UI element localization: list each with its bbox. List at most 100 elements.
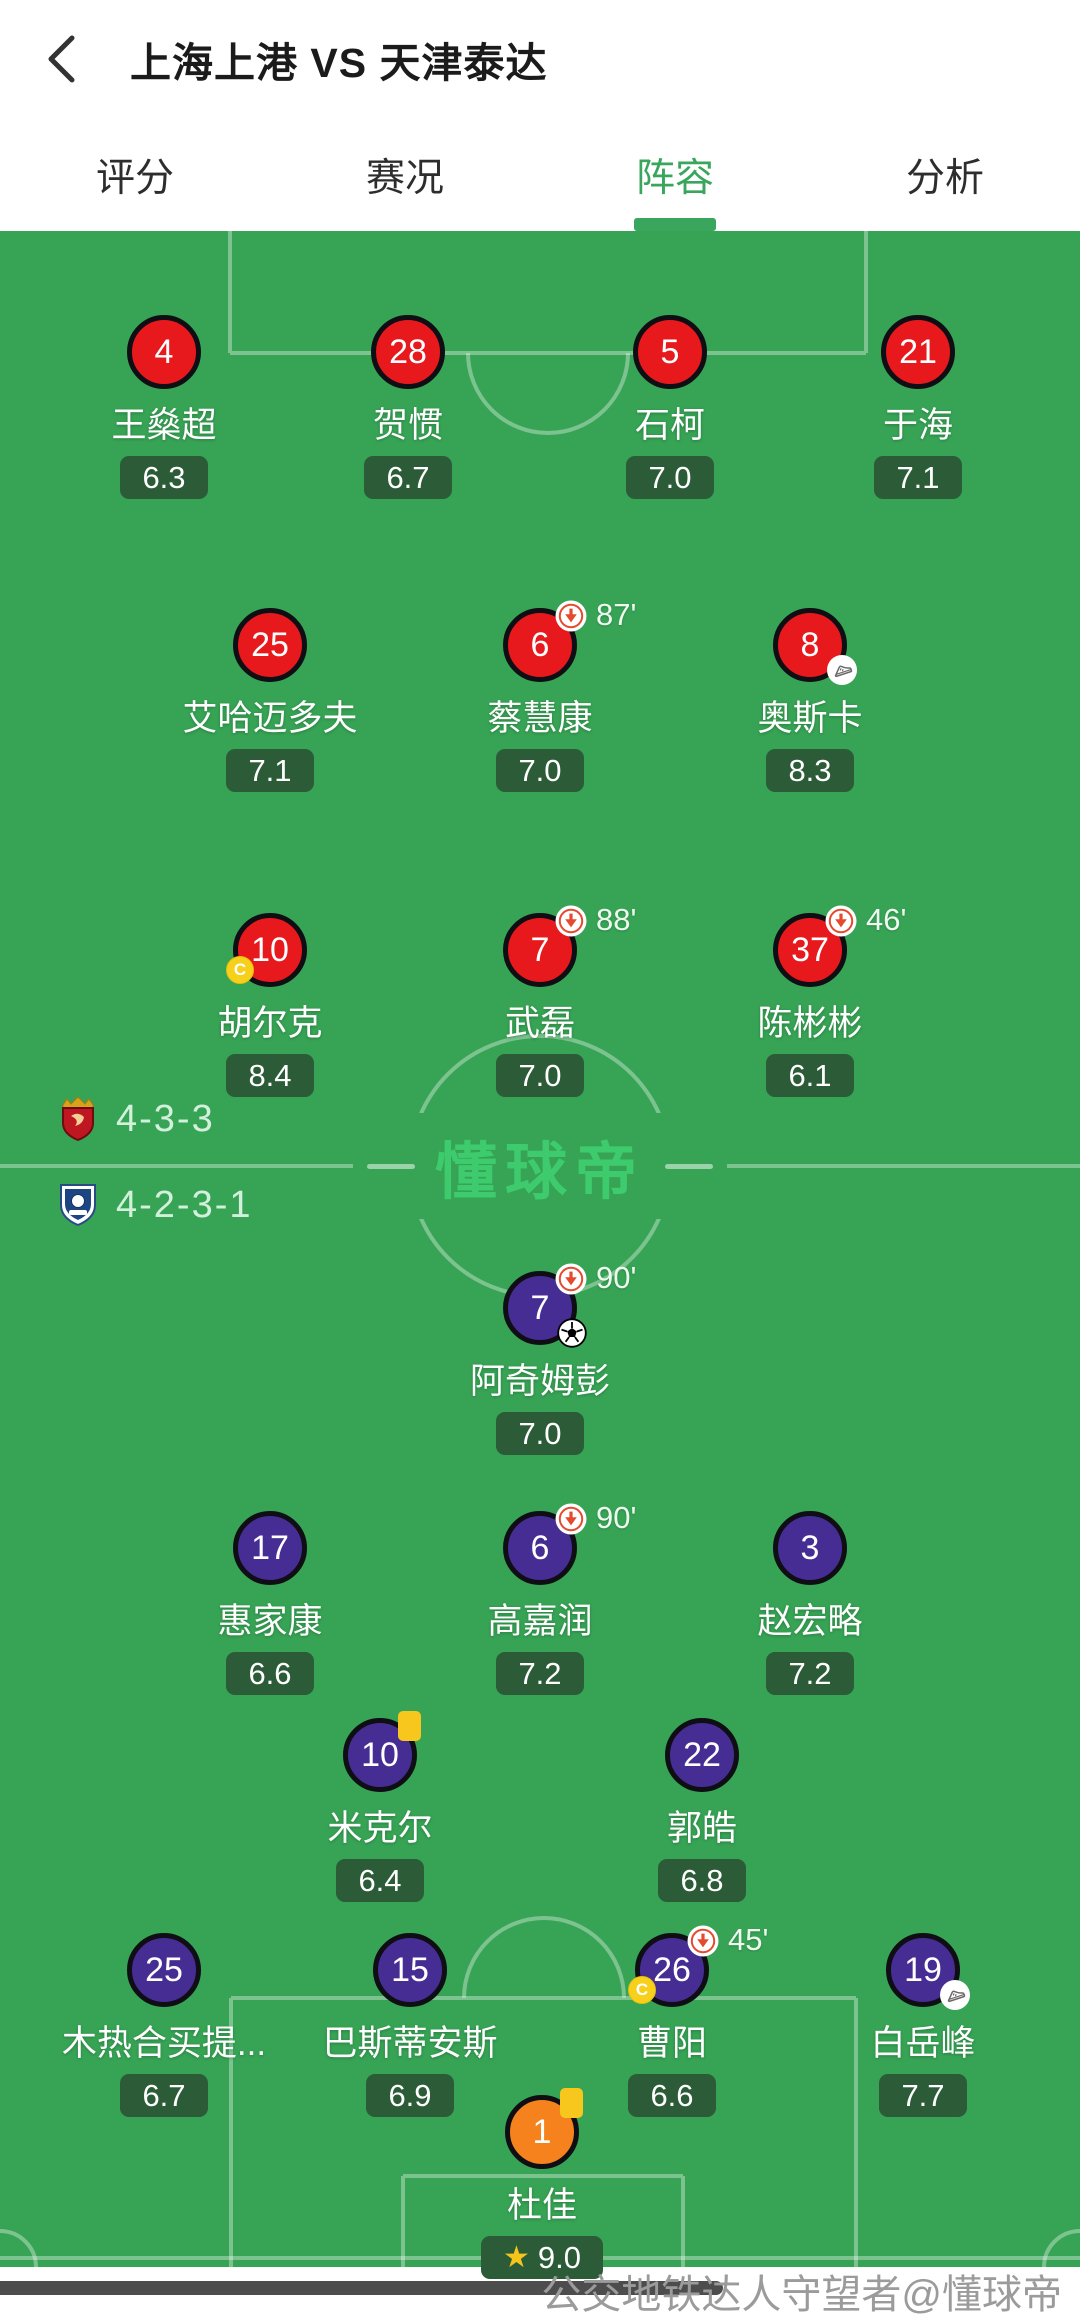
player-shirt-circle: 17 <box>233 1511 307 1585</box>
footer-watermark: 公交地铁达人守望者@懂球帝 <box>541 2273 1062 2317</box>
home-formation-label: 4-3-3 <box>116 1097 215 1140</box>
tab-analysis[interactable]: 分析 <box>810 118 1080 231</box>
player-rating-value: 7.0 <box>648 460 692 495</box>
player-rating-value: 7.0 <box>518 1058 562 1093</box>
player-胡尔克[interactable]: 10 C 胡尔克 8.4 <box>150 913 390 1097</box>
player-巴斯蒂安斯[interactable]: 15 巴斯蒂安斯 6.9 <box>290 1933 530 2117</box>
player-rating-value: 6.6 <box>248 1656 292 1691</box>
substitution-off-icon <box>825 905 857 937</box>
player-name: 石柯 <box>634 406 705 445</box>
player-曹阳[interactable]: 26 45' C 曹阳 6.6 <box>552 1922 792 2117</box>
substitution-minute: 90' <box>596 1500 637 1535</box>
tab-label: 评分 <box>95 156 174 200</box>
player-rating-value: 6.7 <box>386 460 430 495</box>
watermark-dash <box>366 1163 415 1169</box>
player-rating-value: 8.3 <box>788 753 832 788</box>
player-rating-value: 7.0 <box>518 753 562 788</box>
player-rating-value: 7.1 <box>248 753 292 788</box>
tab-lineup[interactable]: 阵容 <box>540 118 810 231</box>
player-石柯[interactable]: 5 石柯 7.0 <box>550 315 790 499</box>
player-rating-badge: 6.9 <box>366 2074 454 2117</box>
player-rating-badge: 7.0 <box>496 1412 584 1455</box>
player-白岳峰[interactable]: 19 白岳峰 7.7 <box>803 1933 1043 2117</box>
back-icon[interactable] <box>44 34 78 84</box>
player-rating-badge: 7.1 <box>874 456 962 499</box>
assist-icon <box>827 655 857 685</box>
player-shirt-circle: 19 <box>886 1933 970 2010</box>
player-shirt-circle: 25 <box>127 1933 201 2007</box>
player-rating-badge: 8.4 <box>226 1054 314 1097</box>
player-shirt-circle: 3 <box>773 1511 847 1585</box>
player-number: 1 <box>532 2113 552 2151</box>
player-蔡慧康[interactable]: 6 87' 蔡慧康 7.0 <box>420 597 660 792</box>
player-陈彬彬[interactable]: 37 46' 陈彬彬 6.1 <box>690 902 930 1097</box>
watermark-dash <box>665 1163 714 1169</box>
player-number: 10 <box>251 931 289 969</box>
substitution-off-icon <box>555 1503 587 1535</box>
player-rating-value: 7.2 <box>518 1656 562 1691</box>
player-rating-value: 6.7 <box>142 2078 186 2113</box>
player-number: 8 <box>800 626 820 664</box>
player-rating-value: 7.1 <box>896 460 940 495</box>
player-shirt-circle: 10 C <box>226 913 307 987</box>
player-王燊超[interactable]: 4 王燊超 6.3 <box>44 315 284 499</box>
player-name: 武磊 <box>504 1004 575 1043</box>
player-number: 22 <box>683 1736 721 1774</box>
substitution-off-icon <box>687 1925 719 1957</box>
home-formation-row: 4-3-3 <box>56 1095 215 1143</box>
player-name: 奥斯卡 <box>757 699 863 738</box>
player-number: 15 <box>391 1951 429 1989</box>
player-奥斯卡[interactable]: 8 奥斯卡 8.3 <box>690 608 930 792</box>
player-shirt-circle: 5 <box>633 315 707 389</box>
player-name: 赵宏略 <box>757 1602 863 1641</box>
player-name: 胡尔克 <box>217 1004 323 1043</box>
player-number: 3 <box>800 1529 820 1567</box>
player-number: 21 <box>899 333 937 371</box>
player-number: 7 <box>530 1289 550 1327</box>
player-贺惯[interactable]: 28 贺惯 6.7 <box>288 315 528 499</box>
player-赵宏略[interactable]: 3 赵宏略 7.2 <box>690 1511 930 1695</box>
player-武磊[interactable]: 7 88' 武磊 7.0 <box>420 902 660 1097</box>
yellow-card-icon <box>398 1711 421 1741</box>
active-tab-indicator <box>634 218 716 231</box>
player-rating-badge: 6.7 <box>364 456 452 499</box>
player-艾哈迈多夫[interactable]: 25 艾哈迈多夫 7.1 <box>150 608 390 792</box>
tab-label: 赛况 <box>365 156 444 200</box>
player-name: 艾哈迈多夫 <box>182 699 358 738</box>
player-rating-value: 8.4 <box>248 1058 292 1093</box>
player-rating-value: 6.9 <box>388 2078 432 2113</box>
away-team-crest <box>60 1184 96 1227</box>
player-name: 于海 <box>882 406 953 445</box>
tab-rating[interactable]: 评分 <box>0 118 270 231</box>
player-shirt-circle: 15 <box>373 1933 447 2007</box>
yellow-card-icon <box>560 2088 583 2118</box>
player-阿奇姆彭[interactable]: 7 90' 阿奇姆彭 7.0 <box>420 1260 660 1455</box>
assist-icon <box>940 1980 970 2010</box>
player-name: 王燊超 <box>111 406 217 445</box>
player-number: 6 <box>530 626 550 664</box>
player-郭皓[interactable]: 22 郭皓 6.8 <box>582 1718 822 1902</box>
player-高嘉润[interactable]: 6 90' 高嘉润 7.2 <box>420 1500 660 1695</box>
player-木热合买提...[interactable]: 25 木热合买提... 6.7 <box>44 1933 284 2117</box>
player-惠家康[interactable]: 17 惠家康 6.6 <box>150 1511 390 1695</box>
player-shirt-circle: 10 <box>343 1711 421 1792</box>
player-shirt-circle: 7 90' <box>503 1260 636 1348</box>
player-rating-badge: 7.1 <box>226 749 314 792</box>
player-杜佳[interactable]: 1 杜佳 ★ 9.0 <box>422 2088 662 2279</box>
substitution-minute: 88' <box>596 902 637 937</box>
captain-badge: C <box>628 1976 656 2004</box>
pitch: 4-3-3 4-2-3-1 懂球帝 4 王燊超 6.3 28 贺惯 6.7 5 石柯 7.0 21… <box>0 231 1080 2279</box>
substitution-off-icon <box>555 1263 587 1295</box>
player-number: 25 <box>145 1951 183 1989</box>
tab-bar: 评分 赛况 阵容 分析 <box>0 118 1080 231</box>
player-name: 惠家康 <box>217 1602 323 1641</box>
substitution-minute: 45' <box>728 1922 769 1957</box>
bottom-divider-bar <box>0 2281 723 2295</box>
player-name: 米克尔 <box>327 1809 433 1848</box>
player-rating-badge: 6.7 <box>120 2074 208 2117</box>
substitution-minute: 46' <box>866 902 907 937</box>
tab-match[interactable]: 赛况 <box>270 118 540 231</box>
player-于海[interactable]: 21 于海 7.1 <box>798 315 1038 499</box>
player-number: 37 <box>791 931 829 969</box>
player-米克尔[interactable]: 10 米克尔 6.4 <box>260 1711 500 1902</box>
